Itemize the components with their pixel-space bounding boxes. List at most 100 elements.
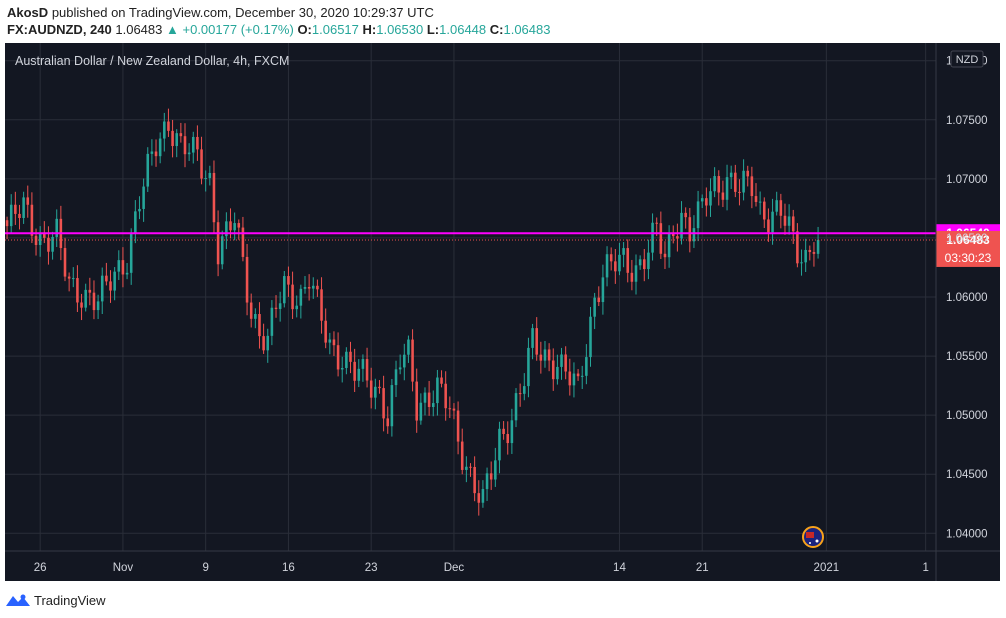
candle-body [560, 354, 563, 367]
candle-body [125, 272, 129, 275]
au-flag-event-icon[interactable] [802, 526, 824, 548]
candle-body [800, 262, 803, 264]
candle-body [353, 361, 356, 381]
candle-body [643, 259, 646, 270]
time-tick-label: 23 [365, 562, 378, 574]
candle-body [92, 292, 96, 311]
candle-body [51, 236, 54, 252]
candle-body [465, 466, 468, 470]
candle-body [258, 314, 261, 337]
candle-body [771, 211, 774, 233]
candle-body [729, 172, 733, 178]
candle-body [725, 177, 729, 200]
price-change: +0.00177 (+0.17%) [182, 22, 294, 37]
change-arrow-icon: ▲ [166, 22, 179, 37]
candle-body [547, 349, 551, 361]
candle-body [804, 249, 807, 263]
current-price-badge [936, 230, 1000, 267]
candle-body [22, 197, 25, 219]
candle-body [580, 375, 584, 377]
chart-background [5, 43, 1000, 581]
price-tick-label: 1.07000 [946, 174, 988, 186]
candle-body [361, 359, 365, 369]
candle-body [179, 133, 183, 137]
candle-body [787, 216, 791, 226]
candle-body [278, 303, 282, 309]
candle-body [76, 278, 79, 303]
candle-body [299, 288, 303, 306]
candle-body [390, 385, 394, 427]
open-label: O: [297, 22, 312, 37]
candle-body [477, 493, 481, 503]
candle-body [543, 349, 547, 361]
candle-body [43, 233, 46, 238]
candle-body [407, 339, 410, 355]
publish-info: AkosD published on TradingView.com, Dece… [7, 5, 434, 20]
candle-body [167, 121, 170, 131]
candle-body [585, 357, 588, 376]
candle-body [283, 276, 286, 304]
candle-body [452, 408, 456, 411]
candle-body [134, 211, 137, 233]
candle-body [80, 302, 83, 308]
time-tick-label: 1 [922, 562, 928, 574]
candle-body [311, 285, 315, 289]
candle-body [734, 172, 737, 192]
currency-badge: NZD [950, 50, 984, 68]
time-tick-label: 26 [34, 562, 47, 574]
author-name[interactable]: AkosD [7, 5, 49, 20]
candle-body [626, 248, 630, 273]
time-tick-label: 21 [696, 562, 709, 574]
candle-body [709, 191, 712, 206]
candle-body [30, 204, 34, 236]
candle-body [535, 328, 538, 355]
time-tick-label: 14 [613, 562, 626, 574]
candle-body [349, 351, 352, 362]
candle-body [374, 386, 377, 398]
candle-body [100, 275, 104, 302]
candle-body [593, 297, 596, 317]
candle-body [183, 136, 187, 155]
candle-body [783, 215, 787, 226]
candle-body [556, 366, 559, 380]
candle-body [816, 239, 820, 254]
candle-body [142, 186, 145, 209]
price-tick-label: 1.06500 [946, 233, 988, 245]
candle-body [568, 371, 572, 386]
time-axis[interactable]: 26 Nov 9 16 23 Dec 14 21 2021 1 [34, 562, 929, 574]
tradingview-logo-icon[interactable] [6, 593, 30, 607]
footer-brand[interactable]: TradingView [34, 592, 106, 608]
chart-title: Australian Dollar / New Zealand Dollar, … [15, 54, 289, 68]
candle-body [618, 254, 621, 272]
candle-body [262, 336, 265, 351]
time-tick-label: 9 [202, 562, 208, 574]
candle-body [779, 200, 783, 216]
candle-body [721, 192, 725, 200]
chart-grid [5, 43, 936, 551]
time-tick-label: Dec [444, 562, 465, 574]
candle-body [597, 297, 601, 303]
candle-body [67, 276, 71, 279]
candle-body [357, 368, 361, 381]
candle-body [270, 307, 274, 336]
candle-body [171, 130, 174, 147]
candle-body [340, 367, 344, 370]
candle-body [63, 248, 67, 277]
candle-body [332, 339, 336, 346]
candle-body [233, 223, 236, 231]
time-tick-label: 16 [282, 562, 295, 574]
candle-body [163, 121, 166, 139]
publish-text: published on TradingView.com, December 3… [51, 5, 434, 20]
low-value: 1.06448 [439, 22, 487, 37]
candle-body [767, 219, 770, 233]
candle-body [303, 286, 307, 289]
time-tick-label: Nov [113, 562, 134, 574]
candle-body [431, 403, 435, 407]
candle-body [191, 136, 195, 153]
last-price: 1.06483 [115, 22, 163, 37]
candle-body [576, 373, 580, 377]
candle-body [754, 196, 758, 202]
candle-body [705, 198, 708, 206]
